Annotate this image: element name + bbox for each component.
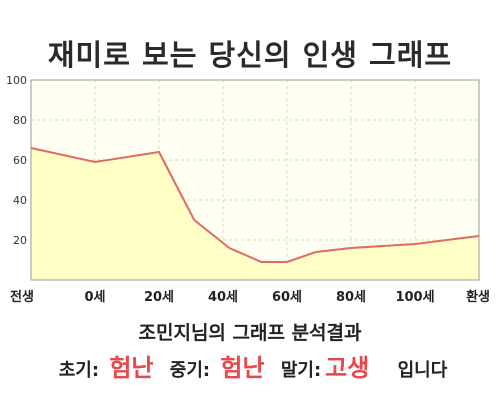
- y-tick-label: 40: [13, 194, 27, 207]
- x-tick-label: 80세: [336, 290, 366, 305]
- middle-value: 험난: [220, 354, 265, 382]
- life-graph-chart: 100 80 60 40 20 전생 0세 20세 40세 60세 80세 100세 환생: [6, 74, 490, 305]
- early-label: 초기:: [58, 360, 100, 381]
- x-tick-label: 60세: [272, 290, 302, 305]
- x-tick-label: 20세: [144, 290, 174, 305]
- x-tick-label: 0세: [84, 290, 105, 305]
- page-title: 재미로 보는 당신의 인생 그래프: [47, 38, 453, 72]
- y-tick-label: 60: [13, 154, 27, 167]
- y-axis-ticks: 100 80 60 40 20: [6, 74, 27, 247]
- x-tick-label: 100세: [395, 290, 434, 305]
- result-summary: 초기: 험난 중기: 험난 말기: 고생 입니다: [0, 348, 500, 383]
- result-suffix: 입니다: [397, 360, 448, 381]
- plot-border: [30, 79, 480, 281]
- x-tick-label: 전생: [10, 289, 34, 305]
- x-axis-ticks: 전생 0세 20세 40세 60세 80세 100세 환생: [10, 289, 490, 305]
- late-label: 말기:: [280, 360, 322, 381]
- late-value: 고생: [325, 354, 370, 382]
- middle-label: 중기:: [169, 360, 211, 381]
- y-tick-label: 20: [13, 234, 27, 247]
- life-line: [30, 147, 480, 263]
- y-tick-label: 80: [13, 114, 27, 127]
- x-tick-label: 환생: [466, 289, 490, 305]
- result-heading: 조민지님의 그래프 분석결과: [138, 322, 362, 344]
- early-value: 험난: [109, 354, 154, 382]
- x-tick-label: 40세: [208, 290, 238, 305]
- y-tick-label: 100: [6, 74, 27, 87]
